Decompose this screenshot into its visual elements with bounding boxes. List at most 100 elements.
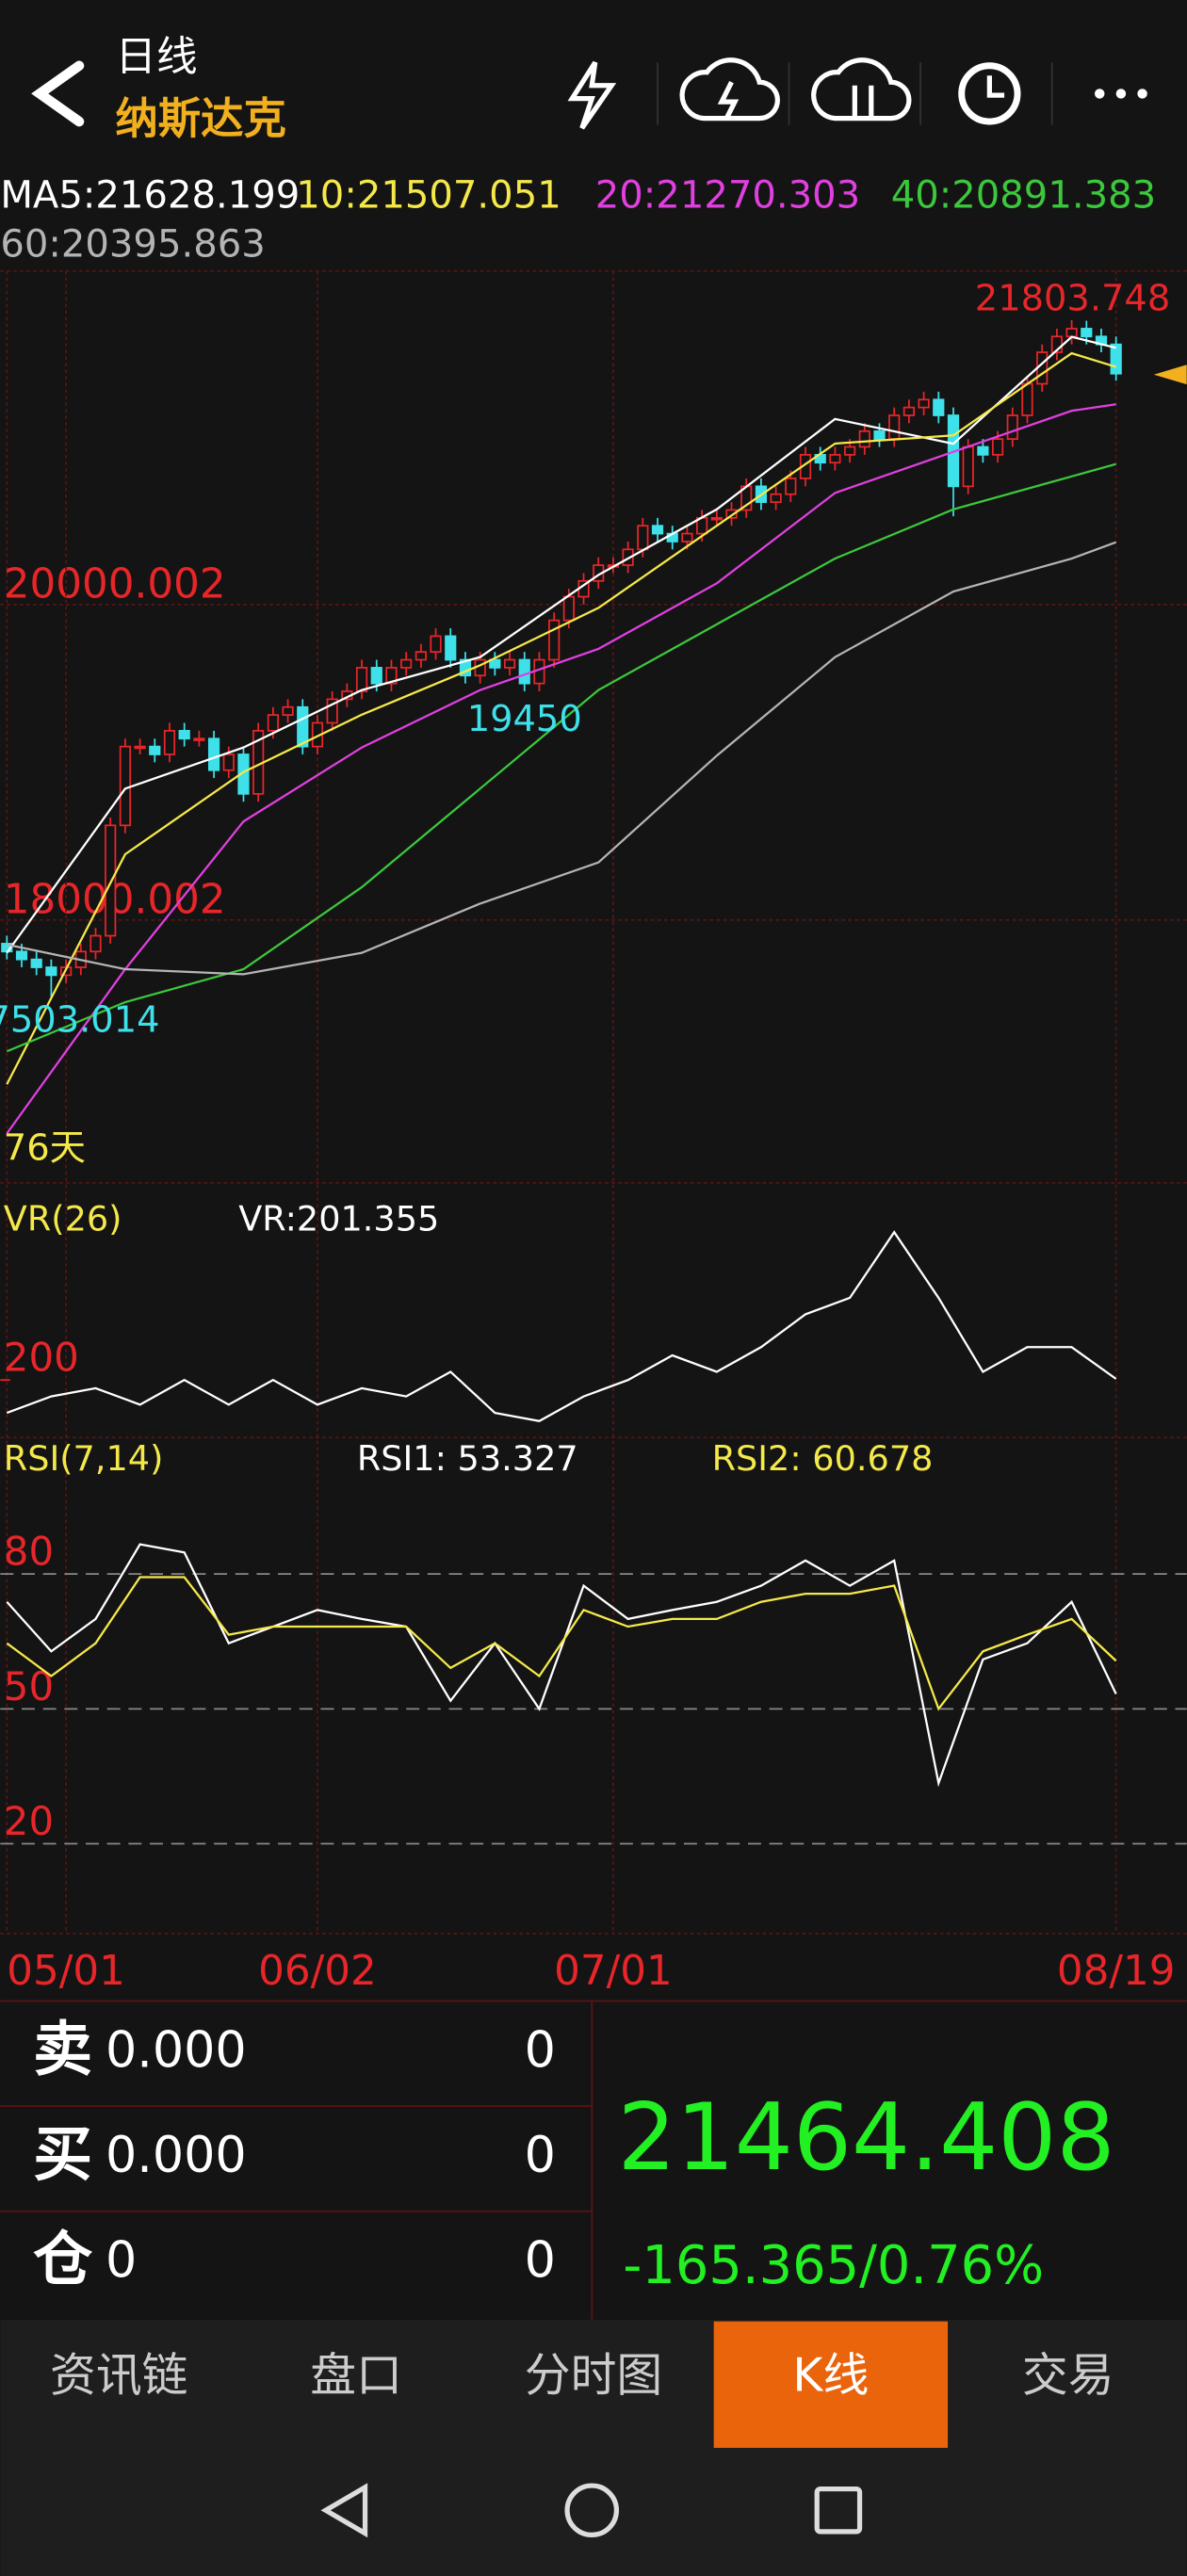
- candle-body: [237, 753, 250, 795]
- high-label: 21803.748: [975, 277, 1170, 319]
- ma-legend: 10:21507.051: [296, 173, 561, 217]
- candle-body: [637, 525, 649, 551]
- nav-bar: [0, 2447, 1187, 2576]
- low-label: 17503.014: [0, 998, 160, 1041]
- flash-icon[interactable]: [567, 60, 617, 130]
- candle-body: [45, 966, 57, 977]
- x-tick-label: 07/01: [554, 1948, 673, 1995]
- candle-body: [15, 950, 28, 961]
- candle-body: [267, 714, 279, 732]
- candle-body: [459, 658, 472, 677]
- clock-icon[interactable]: [958, 62, 1021, 125]
- candle-body: [1081, 328, 1093, 338]
- candle-body: [933, 398, 945, 416]
- candle-body: [562, 595, 575, 622]
- candle-body: [370, 667, 382, 685]
- candle-body: [873, 429, 886, 440]
- cloud-sync-icon[interactable]: [811, 57, 912, 122]
- cloud-icon[interactable]: [679, 57, 780, 122]
- candle-body: [548, 619, 561, 661]
- row-label: 仓: [33, 2226, 92, 2294]
- candle-body: [858, 429, 870, 448]
- candle-body: [651, 525, 664, 535]
- price-change: -165.365/0.76%: [623, 2235, 1044, 2296]
- candle-body: [1065, 328, 1078, 338]
- info-frame: [0, 2000, 1187, 2320]
- clock-hand: [986, 75, 1005, 98]
- candle-body: [297, 705, 309, 748]
- tab[interactable]: 分时图: [525, 2349, 662, 2403]
- candle-body: [207, 737, 220, 771]
- candle-body: [355, 667, 368, 692]
- ma-legend: 20:21270.303: [595, 173, 860, 217]
- candle-body: [785, 478, 797, 495]
- candle-body: [178, 729, 190, 740]
- y-tick-label: 200: [4, 1335, 79, 1381]
- panel-frame: [0, 269, 1187, 1935]
- candle-body: [489, 658, 501, 669]
- subtitle: 纳斯达克: [115, 94, 285, 144]
- y-tick-label: 20: [4, 1798, 54, 1844]
- candle-body: [1006, 414, 1018, 440]
- candle-body: [888, 414, 901, 440]
- candle-body: [770, 493, 782, 503]
- candle-body: [918, 398, 930, 409]
- y-tick-label: 20000.002: [4, 561, 226, 608]
- tab-bar: [0, 2319, 1187, 2448]
- row-qty: 0: [525, 2232, 556, 2290]
- title: 日线: [115, 34, 197, 81]
- candle-body: [829, 453, 841, 464]
- candle-body: [105, 824, 117, 937]
- tab[interactable]: 盘口: [310, 2349, 402, 2403]
- candle-body: [681, 532, 693, 543]
- candle-body: [991, 438, 1004, 456]
- candle-body: [149, 745, 161, 755]
- tab[interactable]: 交易: [1022, 2349, 1114, 2403]
- indicator-line: [6, 1576, 1117, 1711]
- candle-body: [977, 446, 989, 456]
- nav-home[interactable]: [564, 2483, 620, 2538]
- x-tick-label: 06/02: [258, 1948, 377, 1995]
- row-label: 买: [33, 2120, 92, 2189]
- candle-body: [89, 934, 102, 953]
- low-label: 19450: [467, 698, 582, 740]
- indicator-legend: VR:201.355: [238, 1198, 439, 1239]
- back-button[interactable]: [31, 60, 85, 127]
- candle-body: [622, 548, 634, 566]
- y-tick-label: 50: [4, 1663, 54, 1709]
- row-price: 0.000: [106, 2021, 247, 2079]
- tab[interactable]: 资讯链: [50, 2349, 187, 2403]
- active-tab: [713, 2321, 949, 2448]
- nav-recent[interactable]: [814, 2486, 863, 2535]
- candle-body: [222, 753, 235, 771]
- row-qty: 0: [525, 2021, 556, 2079]
- last-price: 21464.408: [617, 2084, 1114, 2192]
- price-marker: [1153, 365, 1187, 385]
- candle-body: [902, 406, 916, 416]
- panel-title: RSI(7,14): [4, 1438, 164, 1479]
- ma-line: [6, 403, 1116, 1135]
- more-icon[interactable]: [1094, 89, 1147, 99]
- row-qty: 0: [525, 2127, 556, 2184]
- nav-back[interactable]: [320, 2483, 368, 2538]
- candle-body: [962, 446, 974, 488]
- candle-body: [30, 958, 42, 968]
- indicator-legend: RSI1: 53.327: [357, 1438, 578, 1479]
- row-price: 0.000: [106, 2127, 247, 2184]
- ma-legend: 60:20395.863: [0, 223, 265, 267]
- ma-line: [6, 462, 1116, 1053]
- candle-body: [282, 705, 294, 716]
- ma-line: [6, 351, 1117, 1085]
- tab[interactable]: K线: [792, 2349, 869, 2403]
- row-label: 卖: [33, 2015, 92, 2083]
- candle-body: [843, 446, 856, 456]
- candle-body: [415, 651, 427, 661]
- candle-body: [518, 658, 530, 685]
- candle-body: [710, 516, 723, 521]
- x-tick-label: 05/01: [7, 1948, 125, 1995]
- candle-body: [163, 729, 176, 755]
- candle-body: [134, 745, 146, 750]
